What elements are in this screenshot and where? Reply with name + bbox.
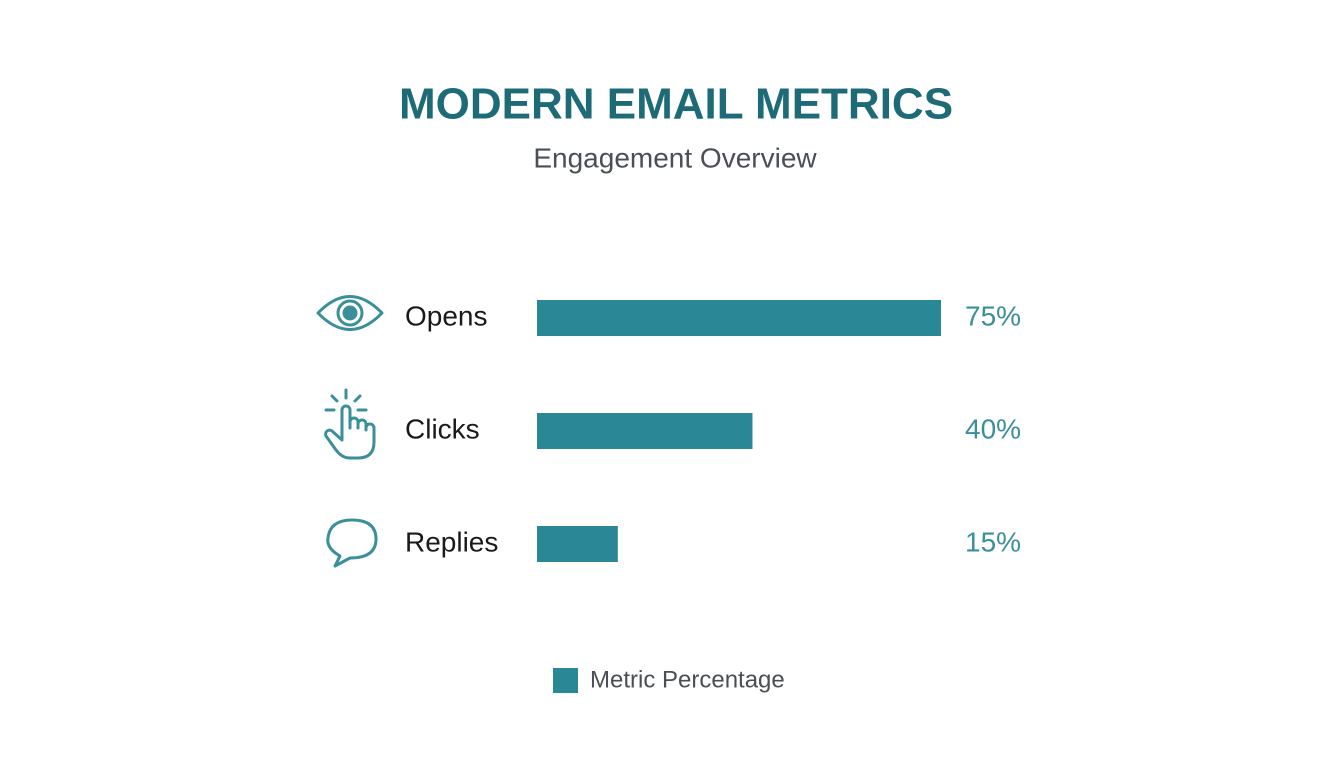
value-label: 15% [965, 526, 1021, 557]
bar [537, 413, 753, 449]
category-label: Replies [405, 526, 498, 557]
category-label: Clicks [405, 413, 480, 444]
value-label: 40% [965, 413, 1021, 444]
category-label: Opens [405, 300, 488, 331]
legend-swatch [553, 668, 578, 693]
chart-subtitle: Engagement Overview [533, 142, 817, 173]
bar [537, 526, 618, 562]
opens-icon [316, 295, 384, 331]
bar [537, 300, 941, 336]
clicks-icon [324, 388, 376, 460]
legend-label: Metric Percentage [590, 666, 785, 693]
chart-title: MODERN EMAIL METRICS [399, 80, 953, 129]
value-label: 75% [965, 300, 1021, 331]
replies-icon [326, 518, 378, 568]
